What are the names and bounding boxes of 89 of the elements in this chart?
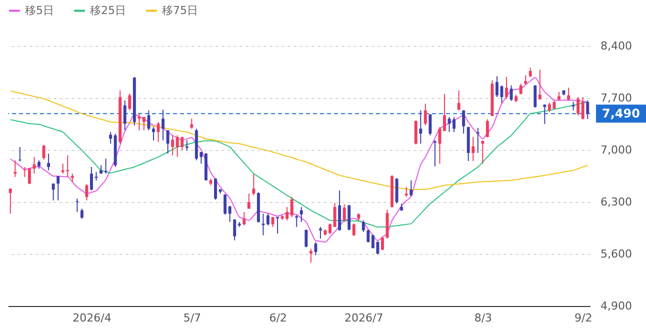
candlestick [47,153,50,171]
candlestick [52,182,55,201]
candlestick [224,194,227,216]
y-tick-label: 4,900 [600,300,632,312]
candlestick [214,178,217,200]
candlestick [138,113,141,131]
candlestick [162,109,165,141]
candlestick [495,76,498,98]
candlestick [300,206,303,222]
y-tick-label: 8,400 [600,40,632,52]
candlestick [309,248,312,264]
line-series [10,102,588,228]
candlestick [85,184,88,201]
candlestick [276,216,280,234]
candlestick [290,196,294,218]
candlestick [428,114,432,136]
candlestick [266,213,270,226]
candlestick [123,100,126,131]
candlestick [314,242,318,256]
candlestick [56,176,60,201]
legend-label: 移75日 [162,4,198,17]
candlestick [342,204,346,222]
line-series [10,77,588,243]
candlestick [166,130,170,154]
candlestick [18,146,22,162]
candlestick [410,180,413,197]
candlestick [14,160,17,178]
candlestick [424,103,427,126]
candlestick [328,223,332,234]
candlestick [242,212,246,226]
candlestick [42,144,46,160]
candlestick [576,96,580,116]
candlestick [128,93,132,111]
candlestick [505,76,508,100]
x-tick-label: 9/2 [574,312,592,324]
candlestick [80,208,84,220]
candlestick [152,126,155,141]
candlestick [304,228,308,248]
y-tick-label: 7,000 [600,144,632,156]
candlestick [109,132,112,144]
candlestick [452,116,456,133]
candlestick [28,167,31,185]
x-tick-label: 6/2 [269,312,287,324]
candlestick [581,96,584,120]
candlestick [333,202,336,228]
y-tick-label: 6,300 [600,196,632,208]
candlestick [247,193,250,210]
candlestick [419,110,422,144]
x-tick-label: 8/3 [474,312,492,324]
candlestick [362,220,365,232]
y-tick-label: 5,600 [600,248,632,260]
y-tick-label: 7,700 [600,92,632,104]
candlestick [586,100,590,120]
candlestick [443,93,446,132]
candlestick [142,116,146,131]
candlestick [486,118,489,138]
ref-line-label: 7,490 [602,106,640,121]
candlestick [528,67,532,78]
candlestick [171,134,174,156]
candlestick [366,229,370,243]
candlestick [252,173,256,196]
candlestick [519,83,522,95]
x-tick-label: 5/7 [183,312,202,324]
candlestick [90,166,93,191]
candlestick [404,186,408,198]
x-tick-label: 2026/7 [344,312,384,324]
candlestick [233,218,236,241]
candlestick [567,87,570,101]
candlestick [190,118,194,130]
candlestick [318,226,322,240]
candlestick [395,178,398,204]
legend-label: 移5日 [25,4,54,17]
candlestick [481,140,484,164]
legend-label: 移25日 [90,4,126,17]
candlestick [534,84,537,108]
candlestick [457,90,460,111]
x-tick-label: 2026/4 [72,312,112,324]
candlestick [510,84,513,102]
candlestick [262,213,265,236]
candlestick [381,236,384,251]
candlestick [352,223,356,236]
candlestick [543,104,546,124]
candlestick [414,120,418,145]
candlestick [23,166,26,178]
candlestick [462,110,466,134]
candlestick [538,69,542,100]
candlestick [8,188,12,214]
candlestick [472,136,475,162]
candlestick [228,206,232,222]
